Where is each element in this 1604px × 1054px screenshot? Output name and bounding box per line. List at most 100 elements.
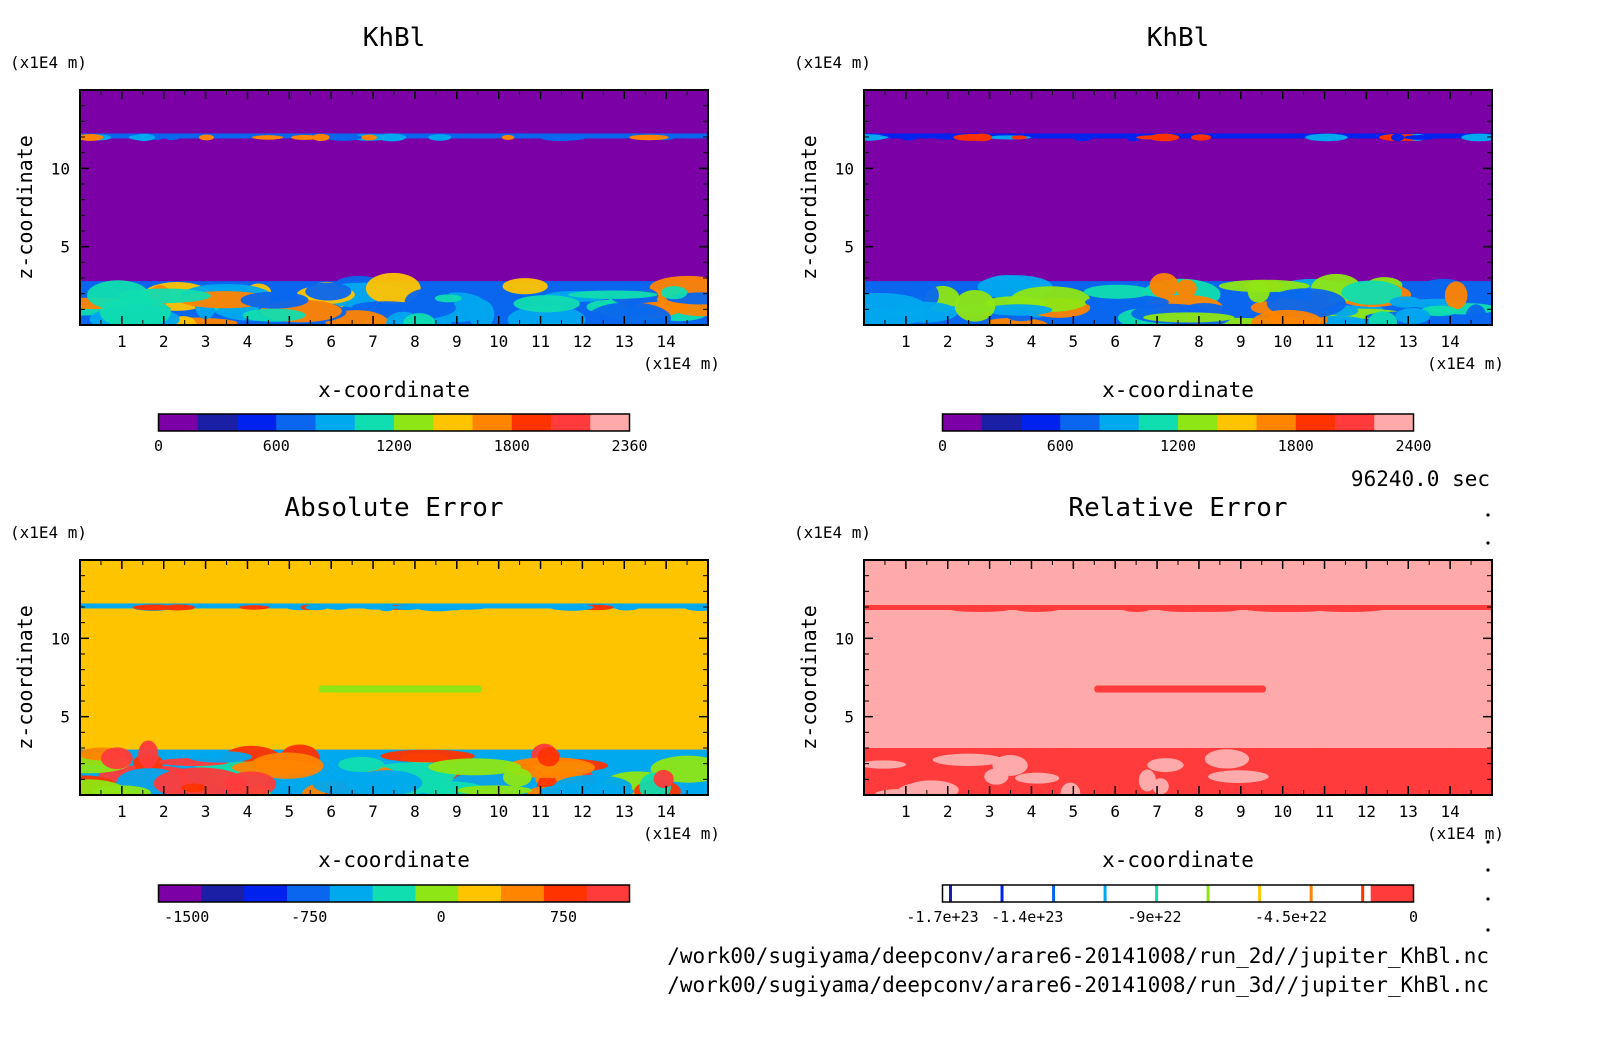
x-tick-label: 12 — [573, 802, 592, 821]
thin-layer-blob — [290, 134, 318, 140]
x-tick-label: 4 — [243, 802, 253, 821]
field-blob — [568, 290, 658, 299]
x-tick-label: 6 — [1110, 332, 1120, 351]
colorbar-swatch — [158, 885, 202, 902]
thin-layer-blob — [1136, 135, 1170, 140]
field-blob — [352, 301, 420, 312]
field-blob — [181, 783, 207, 793]
colorbar-tick-label: 0 — [154, 437, 163, 455]
field-blob — [513, 295, 580, 313]
x-tick-label: 9 — [452, 802, 462, 821]
thin-layer-blob — [1465, 134, 1492, 141]
field-blob — [932, 753, 1004, 767]
colorbar-tick-label: 1800 — [1278, 437, 1314, 455]
x-tick-label: 1 — [901, 802, 911, 821]
colorbar-swatch — [286, 885, 331, 902]
colorbar-swatch — [1374, 414, 1414, 431]
colorbar-swatch — [372, 885, 416, 902]
thin-layer-blob — [324, 134, 362, 141]
x-tick-label: 3 — [201, 332, 211, 351]
colorbar-tick-label: 0 — [437, 908, 446, 926]
x-tick-label: 14 — [657, 332, 676, 351]
y-axis-label: z-coordinate — [797, 605, 821, 750]
thin-layer-blob — [312, 133, 330, 142]
thin-layer-blob — [1321, 606, 1375, 612]
y-tick-label: 5 — [60, 708, 70, 727]
colorbar-swatch — [472, 414, 513, 431]
field-blob — [1444, 281, 1468, 310]
margin-dot — [1486, 868, 1490, 872]
colorbar: 0 600 1200 1800 2400 — [938, 413, 1432, 455]
colorbar-swatch — [1138, 414, 1179, 431]
colorbar-swatch — [1335, 414, 1375, 431]
field-blob — [338, 756, 385, 773]
y-axis-label: z-coordinate — [13, 605, 37, 750]
x-tick-label: 1 — [117, 802, 127, 821]
field-blob — [138, 740, 159, 769]
thin-layer-blob — [900, 134, 918, 141]
x-tick-label: 3 — [985, 332, 995, 351]
y-unit-label: (x1E4 m) — [794, 53, 871, 72]
field-blob — [1204, 749, 1250, 769]
field-blob — [954, 289, 996, 322]
field-blob — [1389, 296, 1422, 308]
colorbar-frame — [157, 884, 631, 903]
thin-layer-blob — [864, 135, 889, 140]
thin-layer-blob — [1403, 135, 1438, 140]
colorbar-swatch — [415, 885, 459, 902]
thin-layer-blob — [377, 603, 395, 612]
y-tick-label: 10 — [51, 159, 70, 178]
x-tick-label: 8 — [410, 802, 420, 821]
colorbar-tick-label: 0 — [1409, 908, 1418, 926]
thin-layer-blob — [428, 134, 452, 141]
x-tick-label: 4 — [1027, 802, 1037, 821]
x-tick-label: 5 — [285, 802, 295, 821]
colorbar-tick-label: -9e+22 — [1127, 908, 1181, 926]
x-tick-label: 9 — [1236, 802, 1246, 821]
contour-band — [1094, 685, 1266, 693]
thin-layer-blob — [1190, 134, 1212, 141]
field-blob — [1060, 782, 1081, 795]
x-tick-label: 7 — [368, 332, 378, 351]
x-axis-label: x-coordinate — [318, 848, 470, 872]
x-tick-label: 13 — [1399, 802, 1418, 821]
y-tick-label: 5 — [844, 708, 854, 727]
x-tick-label: 6 — [326, 802, 336, 821]
colorbar-tick-label: 2400 — [1395, 437, 1431, 455]
thin-layer-blob — [238, 605, 270, 610]
thin-layer-blob — [1014, 606, 1060, 612]
x-tick-label: 2 — [943, 802, 953, 821]
x-axis-label: x-coordinate — [318, 378, 470, 402]
field-blob — [653, 769, 674, 788]
x-tick-label: 2 — [159, 802, 169, 821]
y-tick-label: 10 — [51, 629, 70, 648]
field-blob — [312, 771, 396, 795]
y-tick-label: 10 — [835, 629, 854, 648]
x-unit-label: (x1E4 m) — [643, 354, 720, 373]
thin-layer-blob — [501, 134, 515, 140]
colorbar: 0 600 1200 1800 2360 — [154, 413, 648, 455]
colorbar-swatch — [244, 885, 288, 902]
thin-layer-blob — [1122, 606, 1150, 612]
panel-1: KhBl(x1E4 m)1 2 3 4 5 6 7 8 9 10 11 12 13 14510(x1E4 … — [10, 23, 720, 455]
thin-layer-blob — [415, 603, 460, 612]
field-blob — [153, 767, 247, 795]
thin-layer-blob — [1072, 133, 1093, 142]
colorbar-swatch — [543, 885, 588, 902]
thin-layer-blob — [361, 134, 377, 141]
x-tick-label: 5 — [285, 332, 295, 351]
field-blob — [1465, 304, 1487, 325]
field-blob — [224, 771, 277, 795]
colorbar-swatch — [1021, 414, 1061, 431]
x-unit-label: (x1E4 m) — [1427, 354, 1504, 373]
margin-dot — [1486, 513, 1490, 517]
x-tick-label: 1 — [901, 332, 911, 351]
panel-title: KhBl — [363, 23, 426, 53]
panel-3: Absolute Error(x1E4 m)1 2 3 4 5 6 7 8 9 10 11 12 13 1… — [10, 493, 720, 926]
colorbar-tick-label: 2360 — [611, 437, 647, 455]
field-blob — [100, 747, 133, 770]
thin-layer-blob — [304, 604, 328, 611]
colorbar-swatch — [329, 885, 374, 902]
field-blob — [240, 291, 309, 309]
thin-layer-blob — [684, 603, 708, 611]
